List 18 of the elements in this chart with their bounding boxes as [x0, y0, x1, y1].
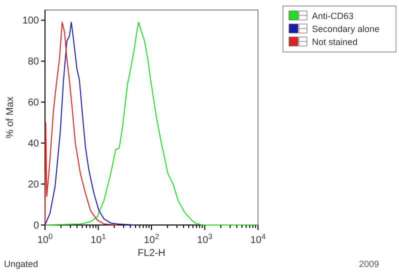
x-tick-label: 10$^{2}$	[144, 232, 160, 246]
text: Ungated	[4, 259, 38, 269]
x-tick-label: 10$^{3}$	[197, 232, 212, 246]
x-tick-label: 10$^{0}$	[37, 232, 53, 246]
legend-label: Secondary alone	[312, 24, 380, 34]
legend-label: Not stained	[312, 37, 358, 47]
y-tick-label: 80	[28, 56, 40, 68]
x-tick-label: 10$^{4}$	[250, 232, 266, 246]
y-tick-label: 40	[28, 138, 40, 150]
y-tick-label: 100	[22, 16, 40, 27]
y-tick-label: 60	[28, 98, 40, 109]
legend-label: Anti-CD63	[312, 11, 354, 21]
y-axis-title: % of Max	[5, 96, 16, 138]
y-tick-label: 20	[28, 180, 40, 191]
text: 2009	[358, 259, 379, 269]
x-axis-title: FL2-H	[138, 248, 166, 259]
y-tick-label: 0	[33, 220, 40, 232]
x-tick-label: 10$^{1}$	[90, 232, 106, 246]
